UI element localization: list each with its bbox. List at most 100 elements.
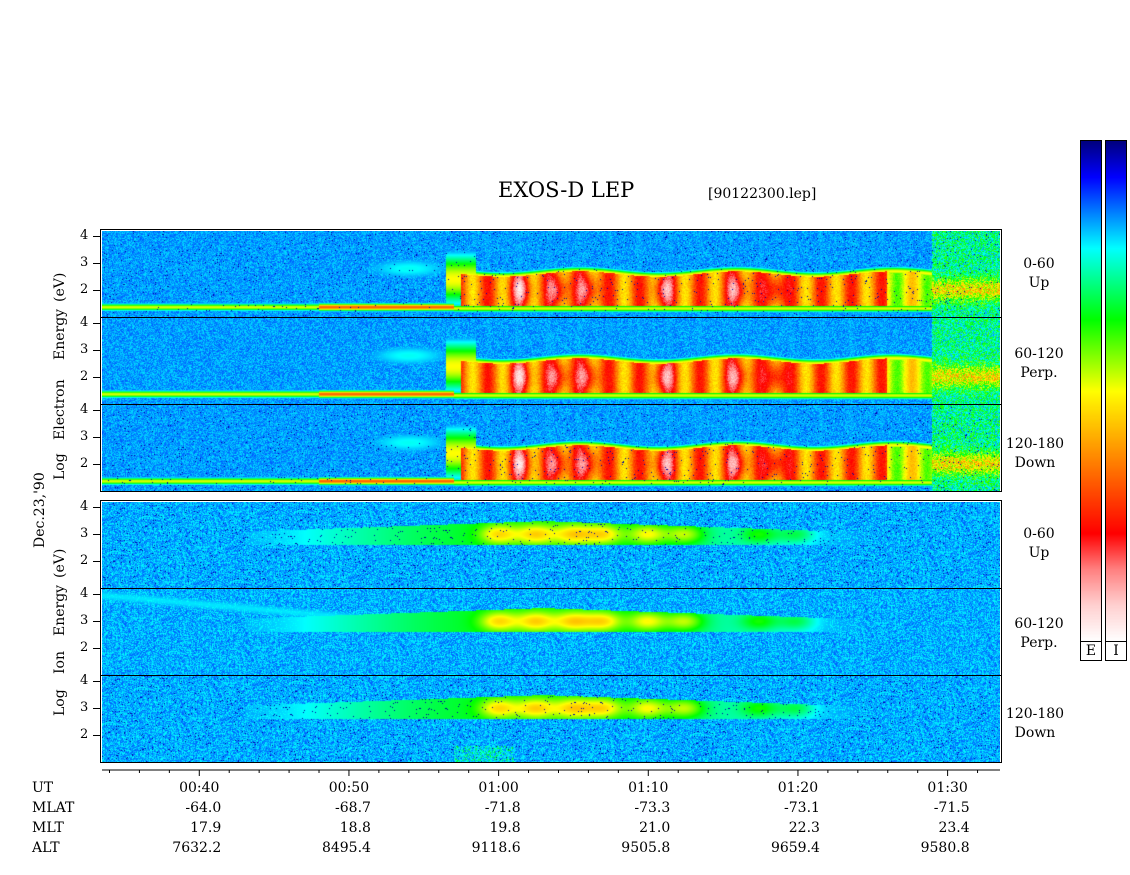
y-tick-mark [93,708,100,710]
ion-colorbar [1106,141,1126,641]
y-tick-mark [93,561,100,563]
y-tick-label: 2 [80,640,89,656]
electron-colorbar [1081,141,1101,641]
y-tick-mark [93,263,100,265]
y-tick-label: 3 [80,526,89,542]
y-tick-label: 3 [80,429,89,445]
row-label-mlat: MLAT [32,800,75,816]
row-value-ut: 00:50 [328,780,370,796]
y-tick-label: 2 [80,727,89,743]
y-tick-mark [93,323,100,325]
row-value-mlt: 21.0 [639,820,671,836]
y-tick-label: 2 [80,456,89,472]
row-label-alt: ALT [32,840,60,856]
row-value-ut: 00:40 [179,780,220,796]
colorbar-e-label: E [1080,641,1102,661]
y-tick-label: 3 [80,342,89,358]
y-tick-mark [93,437,100,439]
y-tick-mark [93,594,100,596]
panel-divider [100,675,1002,676]
y-tick-label: 3 [80,700,89,716]
chart-title: EXOS-D LEP [498,178,635,202]
row-value-mlt: 19.8 [489,820,521,836]
ion-ylabel-ion: Ion [52,651,68,674]
row-value-mlat: -73.1 [784,800,820,816]
row-value-mlt: 23.4 [938,820,970,836]
row-value-mlt: 22.3 [788,820,820,836]
electron-down-spectrogram [102,405,1000,491]
row-value-mlat: -64.0 [185,800,222,816]
ion-ylabel-log: Log [52,689,68,716]
row-value-alt: 9659.4 [770,840,820,856]
row-value-mlat: -71.8 [484,800,521,816]
panel-divider [100,317,1002,318]
row-value-ut: 01:30 [927,780,968,796]
y-tick-label: 3 [80,255,89,271]
row-value-ut: 01:00 [478,780,519,796]
y-tick-mark [93,621,100,623]
electron-up-spectrogram [102,231,1000,317]
y-tick-label: 4 [80,673,89,689]
y-tick-label: 2 [80,369,89,385]
row-value-alt: 9580.8 [920,840,970,856]
electron-down-label: 120-180 Down [1005,436,1065,471]
row-label-mlt: MLT [32,820,64,836]
electron-ylabel-energy: Energy [52,308,68,360]
y-tick-mark [93,350,100,352]
y-tick-mark [93,681,100,683]
electron-perp-label: 60-120 Perp. [1014,346,1064,381]
chart-subtitle: [90122300.lep] [708,186,817,202]
row-value-ut: 01:20 [777,780,819,796]
row-value-mlat: -68.7 [335,800,371,816]
panel-divider [100,588,1002,589]
row-value-alt: 9505.8 [621,840,671,856]
y-tick-label: 4 [80,499,89,515]
date-label: Dec.23,'90 [32,472,48,548]
y-tick-label: 4 [80,402,89,418]
row-value-mlat: -71.5 [933,800,970,816]
ion-up-label: 0-60 Up [1023,526,1055,561]
ion-down-label: 120-180 Down [1005,706,1065,741]
row-value-mlt: 18.8 [339,820,371,836]
y-tick-mark [93,648,100,650]
electron-frame [100,229,1002,492]
ion-ylabel-energy: Energy [52,584,68,636]
row-value-mlat: -73.3 [634,800,671,816]
y-tick-mark [93,735,100,737]
y-tick-mark [93,410,100,412]
row-value-mlt: 17.9 [190,820,222,836]
y-tick-mark [93,377,100,379]
panel-divider [100,404,1002,405]
electron-ylabel-unit: (eV) [52,272,68,302]
row-value-ut: 01:10 [628,780,669,796]
ion-perp-label: 60-120 Perp. [1014,616,1064,651]
colorbar-frame [1080,140,1102,642]
colorbar-i-label: I [1105,641,1127,661]
electron-perp-spectrogram [102,318,1000,404]
y-tick-mark [93,507,100,509]
ion-up-spectrogram [102,502,1000,588]
y-tick-label: 4 [80,586,89,602]
electron-up-label: 0-60 Up [1023,256,1055,291]
row-value-alt: 7632.2 [172,840,222,856]
y-tick-label: 4 [80,315,89,331]
y-tick-label: 2 [80,553,89,569]
y-tick-mark [93,236,100,238]
ion-frame [100,500,1002,763]
row-value-alt: 9118.6 [471,840,521,856]
row-value-alt: 8495.4 [321,840,371,856]
y-tick-mark [93,464,100,466]
y-tick-label: 4 [80,228,89,244]
ion-down-spectrogram [102,676,1000,762]
y-tick-mark [93,534,100,536]
y-tick-mark [93,290,100,292]
time-axis [102,769,1000,776]
ion-ylabel-unit: (eV) [52,548,68,578]
electron-ylabel-electron: Electron [52,379,68,440]
y-tick-label: 2 [80,282,89,298]
ion-perp-spectrogram [102,589,1000,675]
electron-ylabel-log: Log [52,453,68,480]
y-tick-label: 3 [80,613,89,629]
row-label-ut: UT [32,780,54,796]
colorbar-frame [1105,140,1127,642]
